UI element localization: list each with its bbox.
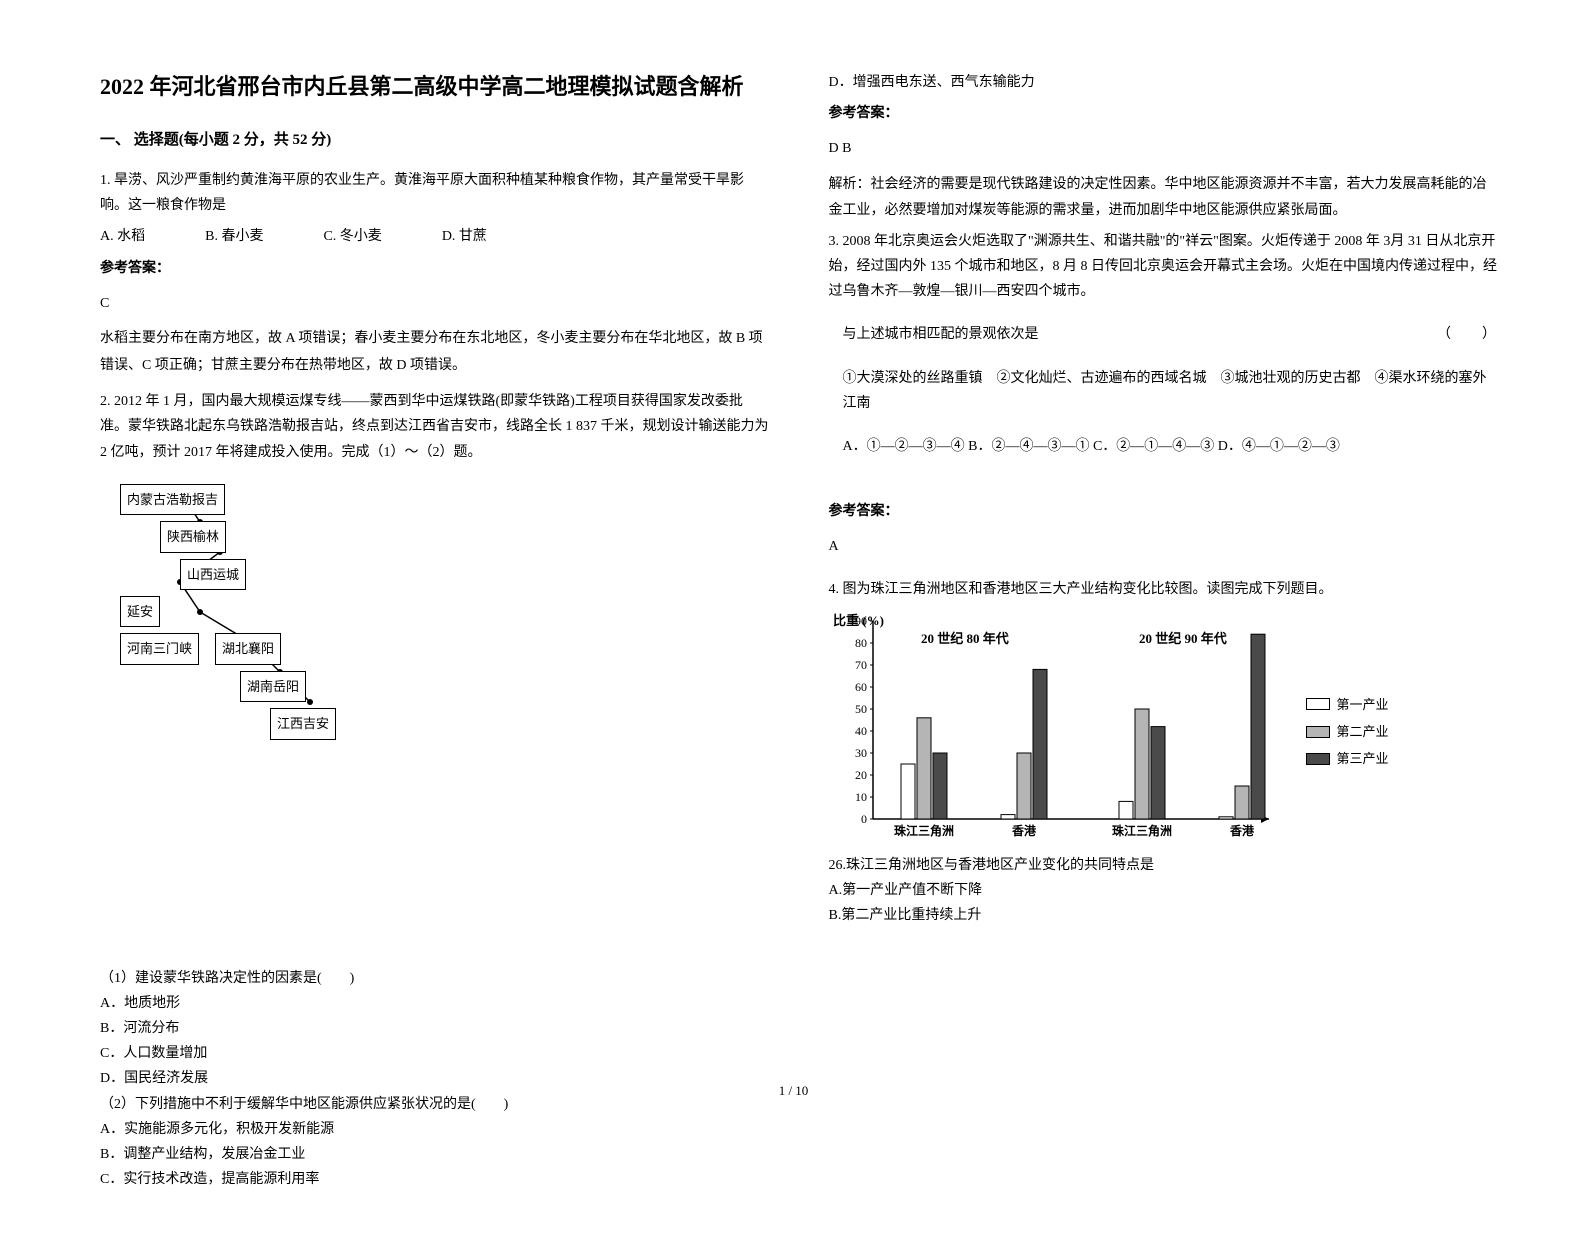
svg-text:香港: 香港 — [1228, 823, 1254, 838]
legend-label-1: 第一产业 — [1336, 693, 1388, 716]
question-1: 1. 旱涝、风沙严重制约黄淮海平原的农业生产。黄淮海平原大面积种植某种粮食作物，… — [100, 168, 769, 379]
fc-node-0: 内蒙古浩勒报吉 — [120, 484, 225, 515]
svg-text:20 世纪 80 年代: 20 世纪 80 年代 — [921, 631, 1009, 646]
q1-opt-c: C. 冬小麦 — [323, 224, 381, 249]
legend-swatch-3 — [1306, 753, 1330, 765]
q1-options: A. 水稻 B. 春小麦 C. 冬小麦 D. 甘蔗 — [100, 224, 769, 249]
chart-legend: 第一产业 第二产业 第三产业 — [1306, 693, 1388, 775]
section-header: 一、 选择题(每小题 2 分，共 52 分) — [100, 127, 769, 154]
legend-item-2: 第二产业 — [1306, 720, 1388, 743]
legend-item-1: 第一产业 — [1306, 693, 1388, 716]
q1-opt-d: D. 甘蔗 — [442, 224, 487, 249]
q3-paren: （ ） — [1437, 322, 1497, 347]
svg-text:30: 30 — [855, 746, 867, 760]
left-column: 2022 年河北省邢台市内丘县第二高级中学高二地理模拟试题含解析 一、 选择题(… — [100, 70, 769, 1202]
q2-p2-opt-d: D．增强西电东送、西气东输能力 — [829, 70, 1498, 95]
svg-text:0: 0 — [861, 812, 867, 826]
svg-text:珠江三角洲: 珠江三角洲 — [1111, 823, 1171, 838]
chart-wrap: 比重 (%)0102030405060708090珠江三角洲香港珠江三角洲香港2… — [829, 613, 1498, 843]
svg-text:80: 80 — [855, 636, 867, 650]
q2-intro: 2. 2012 年 1 月，国内最大规模运煤专线——蒙西到华中运煤铁路(即蒙华铁… — [100, 389, 769, 465]
fc-node-7: 江西吉安 — [270, 708, 336, 739]
flowchart: 内蒙古浩勒报吉 陕西榆林 山西运城 延安 河南三门峡 湖北襄阳 湖南岳阳 江西吉… — [120, 477, 769, 972]
bar-chart: 比重 (%)0102030405060708090珠江三角洲香港珠江三角洲香港2… — [829, 613, 1389, 843]
q2-p1-opt-a: A．地质地形 — [100, 991, 769, 1016]
q2-answer: D B — [829, 136, 1498, 161]
q3-intro: 3. 2008 年北京奥运会火炬选取了"渊源共生、和谐共融"的"祥云"图案。火炬… — [829, 229, 1498, 305]
q2-p2-opt-b: B．调整产业结构，发展冶金工业 — [100, 1142, 769, 1167]
svg-text:60: 60 — [855, 680, 867, 694]
q2-p2-opt-c: C．实行技术改造，提高能源利用率 — [100, 1167, 769, 1192]
svg-text:20 世纪 90 年代: 20 世纪 90 年代 — [1139, 631, 1227, 646]
q3-opts: A．①—②—③—④ B．②—④—③—① C．②—①—④—③ D．④—①—②—③ — [843, 434, 1498, 459]
fc-node-3: 延安 — [120, 596, 160, 627]
q3-answer: A — [829, 534, 1498, 559]
q1-opt-a: A. 水稻 — [100, 224, 145, 249]
q4-opt-b: B.第二产业比重持续上升 — [829, 903, 1498, 928]
q3-answer-label: 参考答案： — [829, 499, 1498, 524]
svg-text:10: 10 — [855, 790, 867, 804]
q1-answer-label: 参考答案： — [100, 256, 769, 281]
q2-p1-text: （1）建设蒙华铁路决定性的因素是( ) — [100, 966, 769, 991]
svg-text:40: 40 — [855, 724, 867, 738]
fc-node-5: 湖北襄阳 — [215, 633, 281, 664]
q2-answer-label: 参考答案： — [829, 101, 1498, 126]
fc-node-6: 湖南岳阳 — [240, 671, 306, 702]
fc-node-2: 山西运城 — [180, 559, 246, 590]
q1-opt-b: B. 春小麦 — [205, 224, 263, 249]
q1-answer: C — [100, 291, 769, 316]
q2-p1-opt-c: C．人口数量增加 — [100, 1041, 769, 1066]
fc-node-1: 陕西榆林 — [160, 521, 226, 552]
svg-text:70: 70 — [855, 658, 867, 672]
q3-sub: 与上述城市相匹配的景观依次是 — [843, 322, 1039, 347]
fc-node-4: 河南三门峡 — [120, 633, 199, 664]
question-3: 3. 2008 年北京奥运会火炬选取了"渊源共生、和谐共融"的"祥云"图案。火炬… — [829, 229, 1498, 459]
q4-sub26: 26.珠江三角洲地区与香港地区产业变化的共同特点是 — [829, 853, 1498, 878]
q3-choices: ①大漠深处的丝路重镇 ②文化灿烂、古迹遍布的西域名城 ③城池壮观的历史古都 ④渠… — [843, 366, 1498, 416]
question-2: 2. 2012 年 1 月，国内最大规模运煤专线——蒙西到华中运煤铁路(即蒙华铁… — [100, 389, 769, 1192]
svg-text:90: 90 — [855, 614, 867, 628]
page-number: 1 / 10 — [0, 1079, 1587, 1102]
legend-swatch-1 — [1306, 698, 1330, 710]
svg-text:珠江三角洲: 珠江三角洲 — [893, 823, 953, 838]
q2-p1-opt-b: B．河流分布 — [100, 1016, 769, 1041]
svg-text:50: 50 — [855, 702, 867, 716]
q2-explanation: 解析：社会经济的需要是现代铁路建设的决定性因素。华中地区能源资源并不丰富，若大力… — [829, 172, 1498, 225]
question-4: 4. 图为珠江三角洲地区和香港地区三大产业结构变化比较图。读图完成下列题目。 比… — [829, 577, 1498, 928]
q1-explanation: 水稻主要分布在南方地区，故 A 项错误；春小麦主要分布在东北地区，冬小麦主要分布… — [100, 326, 769, 379]
svg-text:香港: 香港 — [1010, 823, 1036, 838]
q4-intro: 4. 图为珠江三角洲地区和香港地区三大产业结构变化比较图。读图完成下列题目。 — [829, 577, 1498, 602]
legend-label-3: 第三产业 — [1336, 747, 1388, 770]
svg-text:20: 20 — [855, 768, 867, 782]
legend-swatch-2 — [1306, 726, 1330, 738]
q1-text: 1. 旱涝、风沙严重制约黄淮海平原的农业生产。黄淮海平原大面积种植某种粮食作物，… — [100, 168, 769, 218]
legend-label-2: 第二产业 — [1336, 720, 1388, 743]
q4-opt-a: A.第一产业产值不断下降 — [829, 878, 1498, 903]
right-column: D．增强西电东送、西气东输能力 参考答案： D B 解析：社会经济的需要是现代铁… — [829, 70, 1498, 1202]
doc-title: 2022 年河北省邢台市内丘县第二高级中学高二地理模拟试题含解析 — [100, 70, 769, 103]
q2-p2-opt-a: A．实施能源多元化，积极开发新能源 — [100, 1117, 769, 1142]
legend-item-3: 第三产业 — [1306, 747, 1388, 770]
